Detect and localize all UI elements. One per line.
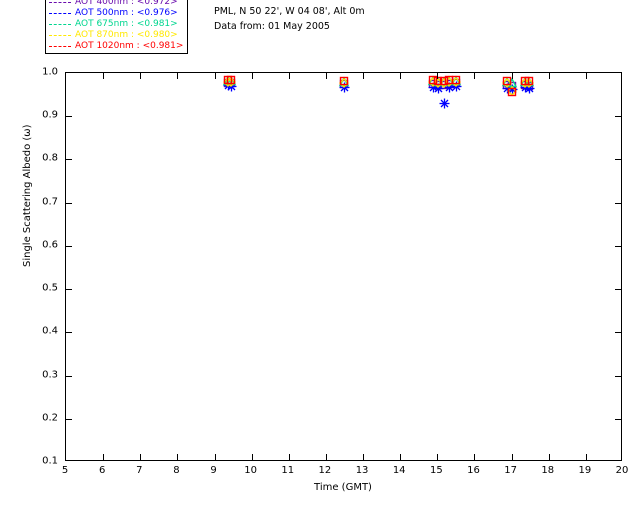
y-tick [66, 375, 72, 377]
x-tick-label: 10 [244, 465, 258, 476]
y-tick [615, 418, 621, 420]
y-tick-label: 0.6 [42, 239, 58, 251]
y-tick [66, 202, 72, 204]
y-tick-label: 0.8 [42, 152, 58, 164]
x-tick-label: 11 [281, 465, 295, 476]
legend-item-675nm: AOT 675nm : <0.981> [49, 19, 183, 30]
y-tick [66, 159, 72, 161]
x-tick [548, 73, 550, 79]
x-tick [140, 454, 142, 460]
y-tick-label: 0.7 [42, 196, 58, 208]
y-tick [615, 245, 621, 247]
x-tick [437, 73, 439, 79]
y-tick [615, 289, 621, 291]
x-tick [363, 73, 365, 79]
x-tick-label: 19 [578, 465, 592, 476]
legend-line-swatch-icon [49, 13, 71, 14]
x-tick [585, 73, 587, 79]
y-tick [615, 332, 621, 334]
legend-item-label: AOT 675nm : <0.981> [75, 19, 178, 29]
title-block: PML, N 50 22', W 04 08', Alt 0m Data fro… [214, 4, 365, 34]
x-tick-label: 7 [136, 465, 143, 476]
x-tick [177, 73, 179, 79]
legend-line-swatch-icon [49, 35, 71, 36]
plot-area [66, 73, 621, 460]
x-tick [548, 454, 550, 460]
legend-item-label: AOT 400nm : <0.972> [75, 0, 178, 7]
y-tick [615, 116, 621, 118]
x-tick [325, 454, 327, 460]
legend-item-400nm: AOT 400nm : <0.972> [49, 0, 183, 8]
x-tick-label: 16 [467, 465, 480, 476]
y-tick-label: 0.2 [42, 412, 58, 424]
x-tick [214, 454, 216, 460]
y-tick-label: 0.5 [42, 282, 58, 294]
x-tick-label: 14 [392, 465, 406, 476]
x-tick [325, 73, 327, 79]
x-tick [474, 73, 476, 79]
y-tick [66, 116, 72, 118]
x-tick [214, 73, 216, 79]
x-tick [511, 454, 513, 460]
title-line-1: PML, N 50 22', W 04 08', Alt 0m [214, 6, 365, 17]
x-tick [288, 73, 290, 79]
y-tick [615, 202, 621, 204]
legend-box: AOT 400nm : <0.972> AOT 500nm : <0.976> AO… [45, 0, 189, 54]
x-tick [177, 454, 179, 460]
x-tick-label: 20 [615, 465, 629, 476]
legend-item-label: AOT 1020nm : <0.981> [75, 41, 184, 51]
x-tick [437, 454, 439, 460]
x-tick [103, 73, 105, 79]
x-tick [474, 454, 476, 460]
x-tick-label: 6 [98, 465, 106, 476]
x-tick [511, 73, 513, 79]
x-tick [251, 73, 253, 79]
legend-line-swatch-icon [49, 2, 71, 3]
legend-item-label: AOT 500nm : <0.976> [75, 8, 178, 18]
x-tick [585, 454, 587, 460]
x-tick [140, 73, 142, 79]
plot-frame [65, 72, 622, 461]
legend-line-swatch-icon [49, 24, 71, 25]
y-tick [66, 289, 72, 291]
x-tick [251, 454, 253, 460]
y-tick-label: 0.1 [42, 455, 58, 467]
legend-item-1020nm: AOT 1020nm : <0.981> [49, 41, 183, 52]
legend-item-870nm: AOT 870nm : <0.980> [49, 30, 183, 41]
y-tick-label: 0.4 [42, 325, 58, 337]
legend-item-500nm: AOT 500nm : <0.976> [49, 8, 183, 19]
y-tick [66, 332, 72, 334]
y-tick [66, 245, 72, 247]
x-tick-label: 5 [61, 465, 69, 476]
x-axis-title: Time (GMT) [314, 482, 372, 493]
y-tick-label: 0.9 [42, 109, 58, 121]
x-tick-label: 15 [429, 465, 443, 476]
legend-line-swatch-icon [49, 46, 71, 47]
y-tick [66, 418, 72, 420]
x-tick-label: 18 [541, 465, 555, 476]
y-tick-label: 1.0 [42, 66, 58, 78]
x-tick [288, 454, 290, 460]
x-tick-label: 17 [504, 465, 517, 476]
title-line-2: Data from: 01 May 2005 [214, 21, 330, 32]
legend-item-label: AOT 870nm : <0.980> [75, 30, 178, 40]
x-tick [363, 454, 365, 460]
x-tick-label: 9 [210, 465, 217, 476]
x-tick-label: 12 [318, 465, 332, 476]
y-axis-title: Single Scattering Albedo (ω) [22, 124, 33, 267]
x-tick [400, 454, 402, 460]
x-tick [103, 454, 105, 460]
y-tick-label: 0.3 [42, 369, 58, 381]
y-tick [615, 375, 621, 377]
x-tick [400, 73, 402, 79]
x-tick-label: 13 [355, 465, 369, 476]
y-tick [615, 159, 621, 161]
x-tick-label: 8 [173, 465, 180, 476]
